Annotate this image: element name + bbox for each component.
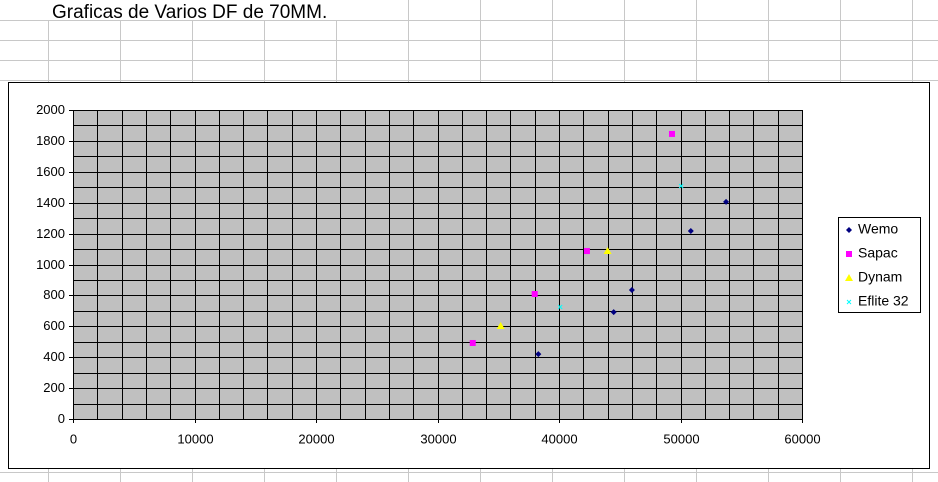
point	[535, 351, 542, 358]
point	[628, 286, 635, 293]
point	[687, 227, 694, 234]
point	[678, 183, 684, 189]
x-tick-label: 10000	[177, 431, 213, 446]
point	[496, 321, 505, 329]
point	[668, 130, 675, 137]
legend-label: Wemo	[858, 221, 898, 237]
x-tick-label: 0	[70, 431, 77, 446]
chart-title: Graficas de Varios DF de 70MM.	[52, 2, 327, 23]
x-tick-label: 50000	[663, 431, 699, 446]
legend-label: Sapac	[858, 245, 898, 261]
plot-area	[73, 110, 802, 419]
point	[531, 291, 538, 298]
y-tick-label: 1200	[36, 226, 65, 241]
point	[583, 248, 590, 255]
x-tick-label: 60000	[784, 431, 820, 446]
point	[469, 339, 476, 346]
point	[603, 247, 612, 255]
y-tick-label: 1000	[36, 257, 65, 272]
x-tick-label: 40000	[541, 431, 577, 446]
y-tick-label: 200	[43, 380, 65, 395]
x-tick-label: 20000	[298, 431, 334, 446]
y-tick-label: 400	[43, 349, 65, 364]
y-tick-label: 1800	[36, 133, 65, 148]
legend-marker	[846, 227, 852, 233]
y-tick-label: 2000	[36, 102, 65, 117]
y-tick-label: 1600	[36, 164, 65, 179]
point	[557, 304, 563, 310]
legend-marker	[845, 274, 853, 281]
legend-marker	[846, 299, 852, 305]
x-tick-label: 30000	[420, 431, 456, 446]
legend-marker	[846, 251, 852, 257]
point	[723, 198, 730, 205]
legend	[838, 217, 921, 313]
title-cell	[0, 0, 400, 20]
point	[610, 309, 617, 316]
legend-label: Eflite 32	[858, 293, 909, 309]
legend-label: Dynam	[858, 269, 902, 285]
y-tick-label: 800	[43, 287, 65, 302]
y-tick-label: 600	[43, 318, 65, 333]
y-tick-label: 1400	[36, 195, 65, 210]
y-tick-label: 0	[58, 411, 65, 426]
